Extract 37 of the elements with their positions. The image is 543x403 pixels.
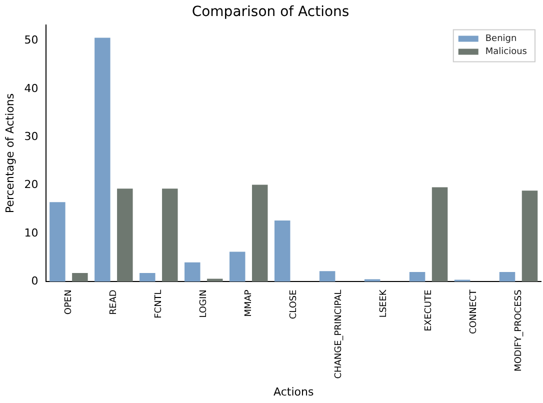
x-tick-label: EXECUTE	[424, 289, 434, 332]
y-axis-title: Percentage of Actions	[3, 93, 16, 214]
legend-label: Benign	[485, 34, 517, 44]
bar	[140, 272, 156, 282]
y-tick-label: 40	[24, 82, 38, 95]
x-tick-label: FCNTL	[154, 290, 164, 318]
x-tick-label: CLOSE	[288, 289, 299, 320]
x-tick-label: CONNECT	[468, 289, 479, 334]
x-tick-label: CHANGE_PRINCIPAL	[334, 290, 344, 379]
y-tick-label: 10	[24, 226, 38, 240]
bar	[230, 252, 246, 282]
bar	[274, 220, 290, 282]
y-tick-label: 50	[24, 34, 38, 47]
bar	[432, 187, 448, 282]
bar	[184, 262, 200, 282]
x-tick-label: MMAP	[244, 289, 254, 317]
x-tick-label: LOGIN	[198, 290, 209, 318]
bar	[162, 188, 178, 282]
bar	[252, 184, 268, 282]
y-tick-label: 20	[24, 178, 38, 192]
legend-label: Malicious	[485, 47, 528, 58]
bar	[499, 272, 516, 282]
bar	[522, 190, 538, 282]
chart-title: Comparison of Actions	[192, 4, 350, 20]
y-tick-label: 0	[31, 274, 38, 288]
x-tick-label: MODIFY_PROCESS	[514, 289, 524, 372]
bar	[50, 202, 66, 282]
x-tick-label: OPEN	[64, 290, 74, 315]
x-tick-label: LSEEK	[378, 288, 389, 318]
bar	[94, 38, 110, 282]
bar	[117, 188, 133, 282]
y-tick-label: 30	[24, 130, 38, 143]
x-axis-title: Actions	[274, 385, 314, 398]
bar	[72, 272, 88, 282]
bar	[409, 272, 426, 282]
x-tick-label: READ	[109, 290, 120, 315]
bar	[319, 271, 336, 282]
